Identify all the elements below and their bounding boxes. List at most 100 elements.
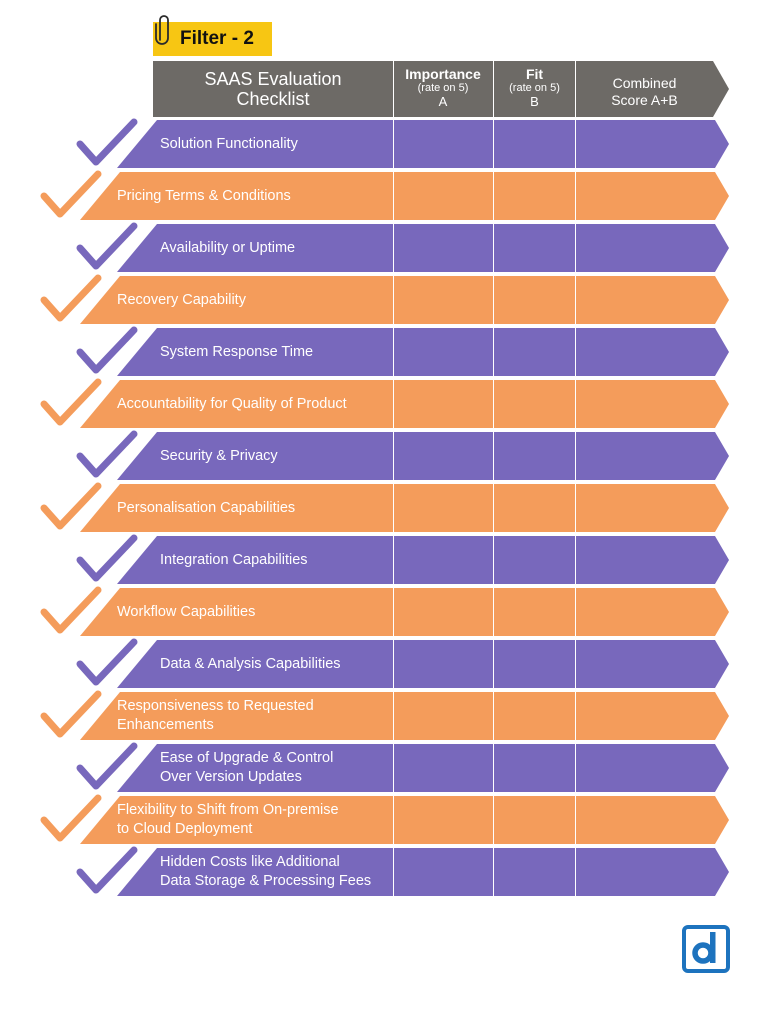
row-label: Personalisation Capabilities (117, 499, 296, 516)
column-divider (393, 692, 394, 740)
paperclip-icon (155, 15, 169, 45)
column-divider (493, 484, 494, 532)
checklist-row: Personalisation Capabilities (80, 484, 729, 532)
checkmark-icon (76, 326, 138, 374)
column-divider (575, 744, 576, 792)
checkmark-icon (76, 222, 138, 270)
checkmark-icon (40, 482, 102, 530)
checkmark-icon (40, 794, 102, 842)
checklist-row: Workflow Capabilities (80, 588, 729, 636)
column-divider (575, 692, 576, 740)
column-divider (493, 276, 494, 324)
column-divider (393, 536, 394, 584)
column-divider (493, 744, 494, 792)
row-label: Availability or Uptime (160, 239, 296, 256)
checklist-row: Solution Functionality (117, 120, 729, 168)
column-divider (575, 848, 576, 896)
checkmark-icon (76, 430, 138, 478)
checklist-row: System Response Time (117, 328, 729, 376)
column-divider (393, 744, 394, 792)
row-label: Data & Analysis Capabilities (160, 655, 341, 672)
column-divider (493, 328, 494, 376)
importance-label: Importance (405, 66, 481, 82)
column-divider (393, 120, 394, 168)
header-combined: Combined Score A+B (611, 75, 678, 108)
checkmark-icon (76, 846, 138, 894)
checkmark-icon (40, 690, 102, 738)
column-divider (493, 692, 494, 740)
row-label: Integration Capabilities (160, 551, 308, 568)
row-label: Recovery Capability (117, 291, 246, 308)
row-label: Flexibility to Shift from On-premise to … (117, 802, 339, 837)
checkmark-icon (76, 534, 138, 582)
column-divider (493, 536, 494, 584)
column-divider (575, 172, 576, 220)
row-label: Workflow Capabilities (117, 603, 256, 620)
header-importance: Importance (rate on 5) A (393, 61, 493, 117)
column-divider (575, 484, 576, 532)
column-divider (575, 224, 576, 272)
checkmark-icon (76, 742, 138, 790)
checklist-row: Pricing Terms & Conditions (80, 172, 729, 220)
row-label: Solution Functionality (160, 135, 298, 152)
checklist-row: Ease of Upgrade & Control Over Version U… (117, 744, 729, 792)
checklist-row: Hidden Costs like Additional Data Storag… (117, 848, 729, 896)
checklist-row: Security & Privacy (117, 432, 729, 480)
fit-sub: (rate on 5) (509, 82, 560, 94)
importance-letter: A (438, 94, 448, 109)
column-divider (393, 328, 394, 376)
column-divider (575, 380, 576, 428)
column-divider (575, 120, 576, 168)
row-label: Pricing Terms & Conditions (117, 187, 291, 204)
column-divider (493, 380, 494, 428)
checklist-row: Integration Capabilities (117, 536, 729, 584)
column-divider (493, 848, 494, 896)
checklist-header: SAAS Evaluation Checklist Importance (ra… (153, 61, 729, 117)
column-divider (575, 640, 576, 688)
checklist-row: Recovery Capability (80, 276, 729, 324)
filter-tag: Filter - 2 (153, 15, 272, 56)
column-divider (493, 224, 494, 272)
column-divider (575, 432, 576, 480)
column-divider (493, 120, 494, 168)
checkmark-icon (76, 638, 138, 686)
checklist-row: Flexibility to Shift from On-premise to … (80, 796, 729, 844)
checkmark-icon (40, 378, 102, 426)
checklist-row: Data & Analysis Capabilities (117, 640, 729, 688)
column-divider (575, 796, 576, 844)
column-divider (493, 640, 494, 688)
column-divider (393, 848, 394, 896)
brand-logo (682, 925, 730, 973)
checklist-row: Availability or Uptime (117, 224, 729, 272)
header-title: SAAS Evaluation Checklist (204, 69, 342, 109)
row-label: Accountability for Quality of Product (117, 395, 347, 412)
column-divider (393, 484, 394, 532)
column-divider (393, 172, 394, 220)
column-divider (393, 432, 394, 480)
row-label: Hidden Costs like Additional Data Storag… (160, 854, 372, 889)
column-divider (393, 276, 394, 324)
column-divider (493, 172, 494, 220)
column-divider (575, 328, 576, 376)
column-divider (575, 536, 576, 584)
row-label: Responsiveness to Requested Enhancements (117, 698, 314, 733)
checkmark-icon (40, 170, 102, 218)
column-divider (393, 380, 394, 428)
filter-label: Filter - 2 (180, 28, 254, 49)
column-divider (393, 640, 394, 688)
column-divider (493, 432, 494, 480)
column-divider (393, 224, 394, 272)
column-divider (493, 796, 494, 844)
fit-letter: B (530, 94, 539, 109)
checkmark-icon (40, 586, 102, 634)
row-label: Ease of Upgrade & Control Over Version U… (160, 750, 334, 785)
importance-sub: (rate on 5) (417, 82, 469, 94)
fit-label: Fit (525, 66, 544, 82)
column-divider (493, 588, 494, 636)
checkmark-icon (76, 118, 138, 166)
checkmark-icon (40, 274, 102, 322)
column-divider (393, 588, 394, 636)
column-divider (575, 276, 576, 324)
checklist-row: Responsiveness to Requested Enhancements (80, 692, 729, 740)
row-label: System Response Time (160, 343, 314, 360)
